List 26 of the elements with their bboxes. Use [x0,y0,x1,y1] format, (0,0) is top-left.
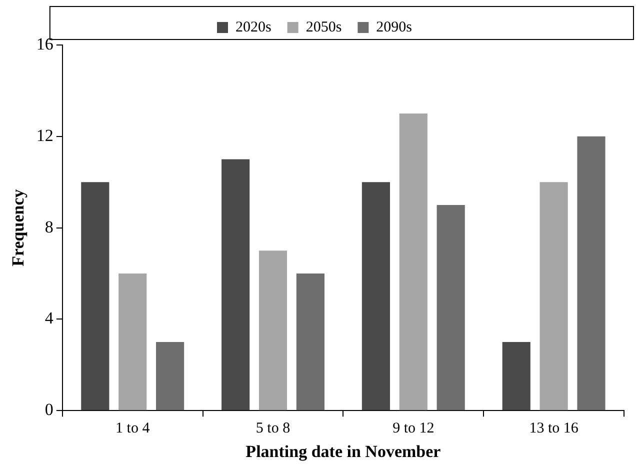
bar [81,182,110,410]
bar [399,114,428,410]
legend-label: 2050s [306,19,342,36]
legend-label: 2020s [235,19,272,36]
bar [362,182,390,410]
bar [118,274,147,410]
y-tick-label: 8 [44,217,54,236]
bar [540,182,568,410]
bar [577,136,606,410]
y-tick-label: 4 [44,308,54,328]
legend-label: 2090s [376,19,412,36]
y-tick-label: 16 [36,34,54,54]
x-tick-label: 9 to 12 [392,420,434,437]
y-tick-label: 12 [36,126,54,145]
bar [222,159,250,410]
y-tick-label: 0 [44,400,54,420]
x-tick-label: 1 to 4 [116,420,150,437]
x-tick-label: 5 to 8 [256,420,290,437]
bar [502,342,530,410]
bar [156,342,184,410]
x-axis-title: Planting date in November [246,442,442,462]
bar [258,250,288,410]
x-tick-label: 13 to 16 [529,420,579,437]
y-axis-title: Frequency [8,188,28,266]
bar [296,274,324,410]
bar [436,204,465,410]
